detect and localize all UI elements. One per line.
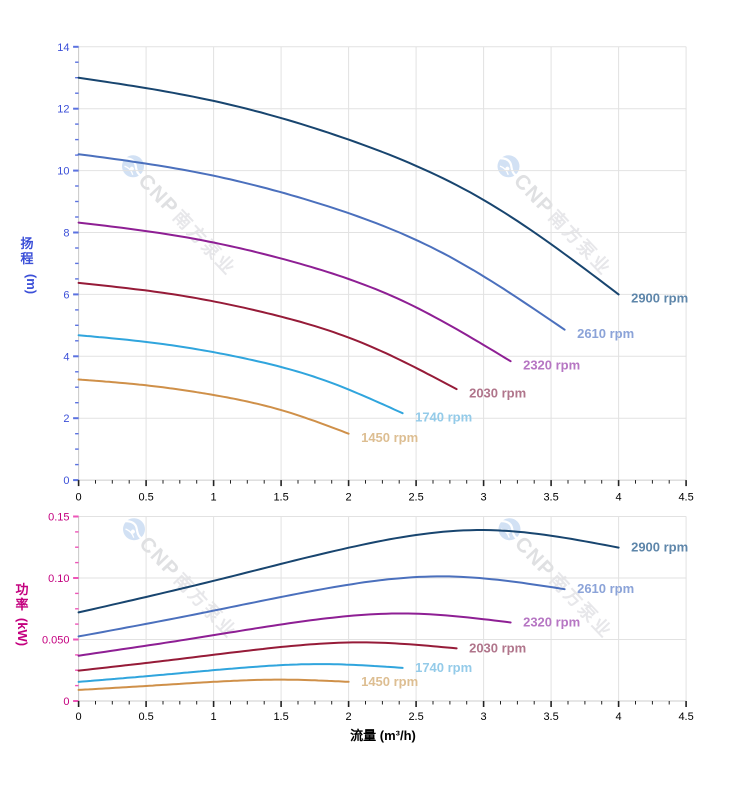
svg-text:1450 rpm: 1450 rpm (361, 674, 418, 689)
svg-text:0.10: 0.10 (48, 573, 69, 585)
svg-text:2610 rpm: 2610 rpm (577, 581, 634, 596)
svg-text:0.050: 0.050 (42, 635, 70, 647)
svg-text:2320 rpm: 2320 rpm (523, 357, 580, 372)
svg-text:4: 4 (616, 711, 622, 723)
svg-text:率: 率 (15, 597, 28, 612)
svg-text:1740 rpm: 1740 rpm (415, 409, 472, 424)
svg-text:4: 4 (63, 351, 69, 363)
svg-text:4: 4 (616, 492, 622, 504)
svg-text:2610 rpm: 2610 rpm (577, 326, 634, 341)
svg-text:2900 rpm: 2900 rpm (631, 291, 688, 306)
svg-text:0.5: 0.5 (138, 492, 153, 504)
svg-text:3.5: 3.5 (543, 711, 558, 723)
svg-text:1740 rpm: 1740 rpm (415, 660, 472, 675)
svg-text:4.5: 4.5 (678, 492, 693, 504)
svg-text:功: 功 (15, 582, 28, 597)
svg-text:0.5: 0.5 (138, 711, 153, 723)
svg-text:8: 8 (63, 228, 69, 240)
svg-text:0: 0 (63, 475, 69, 487)
svg-text:2: 2 (346, 492, 352, 504)
svg-text:3: 3 (481, 711, 487, 723)
svg-text:3: 3 (481, 492, 487, 504)
svg-text:12: 12 (57, 104, 69, 116)
svg-text:6: 6 (63, 289, 69, 301)
svg-text:2: 2 (346, 711, 352, 723)
svg-text:4.5: 4.5 (678, 711, 693, 723)
svg-text:0: 0 (76, 492, 82, 504)
svg-text:(kW): (kW) (15, 618, 30, 646)
svg-text:(m): (m) (24, 274, 39, 294)
svg-text:10: 10 (57, 166, 69, 178)
svg-text:0.15: 0.15 (48, 512, 69, 524)
svg-text:2: 2 (63, 413, 69, 425)
svg-text:1.5: 1.5 (273, 492, 288, 504)
svg-text:2.5: 2.5 (408, 711, 423, 723)
svg-text:1.5: 1.5 (273, 711, 288, 723)
svg-text:2030 rpm: 2030 rpm (469, 640, 526, 655)
svg-text:流量 (m³/h): 流量 (m³/h) (350, 728, 416, 743)
svg-text:14: 14 (57, 42, 69, 54)
svg-text:1450 rpm: 1450 rpm (361, 430, 418, 445)
svg-text:2900 rpm: 2900 rpm (631, 540, 688, 555)
svg-text:2.5: 2.5 (408, 492, 423, 504)
svg-text:0: 0 (63, 696, 69, 708)
svg-text:1: 1 (211, 492, 217, 504)
svg-text:程: 程 (20, 251, 33, 266)
svg-text:0: 0 (76, 711, 82, 723)
svg-text:3.5: 3.5 (543, 492, 558, 504)
svg-text:1: 1 (211, 711, 217, 723)
svg-text:2320 rpm: 2320 rpm (523, 615, 580, 630)
svg-text:扬: 扬 (20, 236, 33, 251)
svg-text:2030 rpm: 2030 rpm (469, 385, 526, 400)
